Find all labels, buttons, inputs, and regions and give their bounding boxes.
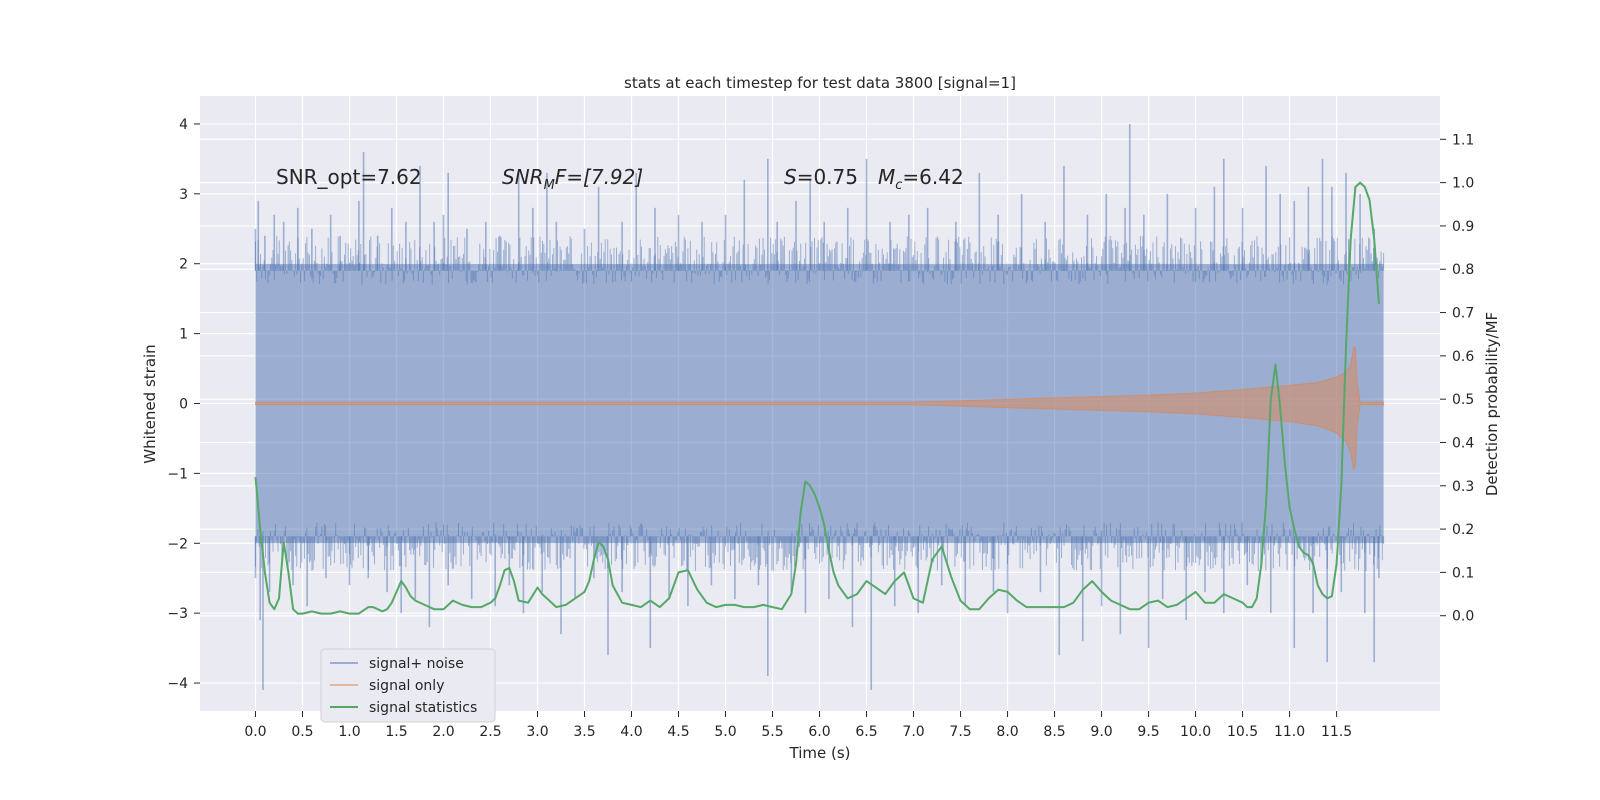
x-tick-label: 3.5 (573, 724, 595, 740)
stats-line (254, 181, 1380, 615)
y2-tick-label: 0.8 (1452, 262, 1474, 278)
x-tick-label: 4.5 (667, 724, 689, 740)
y-tick-label: −3 (167, 606, 188, 622)
x-tick-label: 2.5 (479, 724, 501, 740)
x-tick-label: 6.0 (808, 724, 830, 740)
x-tick-label: 9.5 (1137, 724, 1159, 740)
legend-label-stats: signal statistics (369, 700, 477, 716)
x-tick-label: 8.0 (996, 724, 1018, 740)
x-tick-label: 7.0 (902, 724, 924, 740)
annotation-s: S=0.75 (784, 165, 858, 189)
x-tick-label: 1.5 (385, 724, 407, 740)
series-signal-statistics (254, 181, 1380, 615)
y2-tick-label: 0.2 (1452, 522, 1474, 538)
x-tick-label: 1.0 (338, 724, 360, 740)
y-axis-left: 4 3 2 1 0 −1 −2 −3 −4 (167, 117, 200, 692)
x-tick-label: 0.5 (291, 724, 313, 740)
x-tick-label: 11.0 (1274, 724, 1305, 740)
y-tick-label: −1 (167, 466, 188, 482)
legend-box (320, 648, 496, 723)
x-tick-label: 10.0 (1180, 724, 1211, 740)
y-axis-label: Whitened strain (141, 344, 159, 463)
y-tick-label: −2 (167, 536, 188, 552)
x-tick-label: 0.0 (244, 724, 266, 740)
x-axis-label: Time (s) (789, 744, 851, 762)
y-tick-label: 4 (179, 117, 188, 133)
y2-axis-label: Detection probability/MF (1483, 312, 1501, 496)
y2-tick-label: 0.6 (1452, 349, 1474, 365)
chart-title: stats at each timestep for test data 380… (624, 74, 1016, 92)
x-tick-label: 9.0 (1090, 724, 1112, 740)
y2-tick-label: 0.1 (1452, 565, 1474, 581)
y-tick-label: 0 (179, 397, 188, 413)
x-tick-label: 3.0 (526, 724, 548, 740)
x-tick-label: 5.0 (714, 724, 736, 740)
y-axis-right: 1.1 1.0 0.9 0.8 0.7 0.6 0.5 0.4 0.3 0.2 0.1 0.0 (1440, 132, 1474, 625)
y2-tick-label: 1.1 (1452, 132, 1474, 148)
series-signal-only (255, 347, 1385, 472)
annotation-mc: Mc=6.42 (878, 165, 964, 193)
x-axis: 0.0 0.5 1.0 1.5 2.0 2.5 3.0 3.5 4.0 4.5 5.0 5.5 6.0 6… (244, 711, 1352, 740)
y2-tick-label: 0.3 (1452, 479, 1474, 495)
y2-tick-label: 0.9 (1452, 219, 1474, 235)
y2-tick-label: 0.4 (1452, 435, 1474, 451)
x-tick-label: 7.5 (949, 724, 971, 740)
x-tick-label: 10.5 (1227, 724, 1258, 740)
y-tick-label: 3 (179, 187, 188, 203)
y2-tick-label: 1.0 (1452, 176, 1474, 192)
x-tick-label: 8.5 (1043, 724, 1065, 740)
signal-envelope (255, 347, 1385, 472)
legend-label-signal: signal only (369, 678, 444, 694)
x-tick-label: 5.5 (761, 724, 783, 740)
legend-label-noise: signal+ noise (369, 656, 464, 672)
x-tick-label: 11.5 (1321, 724, 1352, 740)
y2-tick-label: 0.0 (1452, 609, 1474, 625)
y2-tick-label: 0.7 (1452, 306, 1474, 322)
x-tick-label: 4.0 (620, 724, 642, 740)
x-tick-label: 2.0 (432, 724, 454, 740)
annotation-snr-opt: SNR_opt=7.62 (276, 165, 422, 189)
annotation-snr-mf: SNRMF=[7.92] (502, 165, 643, 193)
legend: signal+ noise signal only signal statist… (320, 648, 496, 723)
y-tick-label: −4 (167, 676, 188, 692)
y-tick-label: 1 (179, 327, 188, 343)
y-tick-label: 2 (179, 257, 188, 273)
x-tick-label: 6.5 (855, 724, 877, 740)
y2-tick-label: 0.5 (1452, 392, 1474, 408)
